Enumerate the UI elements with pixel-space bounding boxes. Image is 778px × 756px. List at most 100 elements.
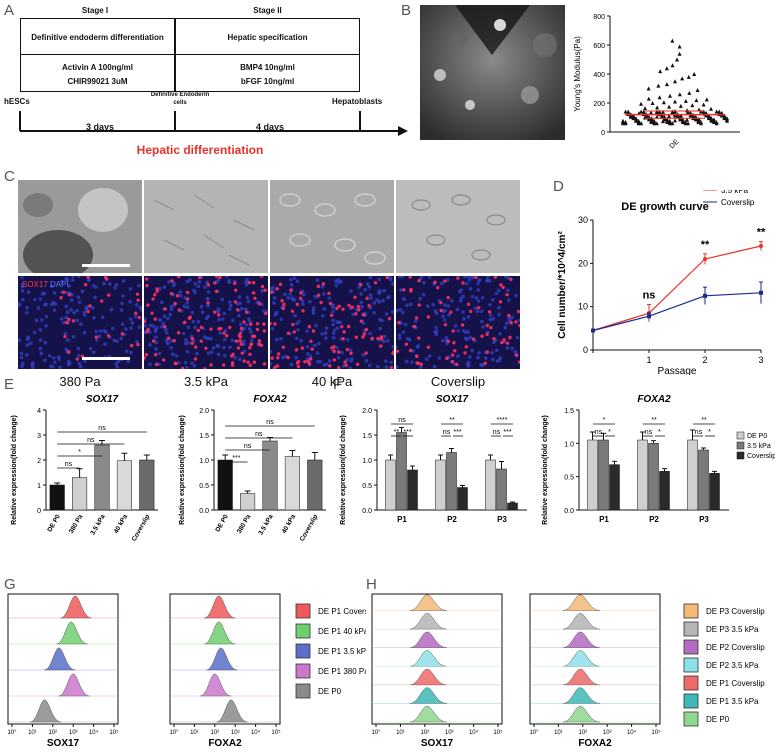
f-sig-label: * — [608, 429, 611, 436]
dapi-nucleus — [456, 354, 460, 358]
sox17-nucleus — [63, 334, 67, 339]
dapi-nucleus — [110, 326, 115, 331]
dapi-nucleus — [65, 291, 69, 295]
dapi-nucleus — [108, 282, 112, 286]
sox17-nucleus — [105, 277, 109, 281]
dapi-nucleus — [195, 351, 199, 356]
sox17-nucleus — [321, 282, 326, 286]
e-x-tick-label: Coverslip — [131, 513, 152, 542]
sox17-nucleus — [155, 289, 159, 293]
b-data-point — [675, 57, 679, 62]
b-data-point — [652, 118, 657, 123]
dapi-nucleus — [206, 290, 211, 294]
dapi-nucleus — [78, 322, 83, 326]
sox17-nucleus — [62, 290, 66, 294]
dapi-nucleus — [227, 278, 232, 283]
b-data-point — [686, 74, 691, 79]
dapi-nucleus — [56, 355, 61, 359]
sox17-nucleus — [136, 298, 140, 302]
b-data-point — [712, 117, 716, 122]
dapi-nucleus — [360, 304, 364, 309]
sox17-nucleus — [173, 361, 178, 365]
dapi-nucleus — [124, 327, 128, 331]
f-bar — [385, 459, 396, 511]
dapi-nucleus — [323, 336, 328, 340]
b-data-point — [654, 121, 659, 126]
dapi-nucleus — [100, 315, 105, 319]
d-y-tick-label: 20 — [578, 258, 588, 268]
sox17-nucleus — [415, 361, 419, 365]
flow-x-tick-label: 10⁴ — [89, 729, 99, 736]
sox17-nucleus — [337, 366, 341, 369]
dapi-nucleus — [121, 279, 126, 283]
dapi-nucleus — [21, 361, 25, 366]
b-data-point — [673, 79, 677, 84]
sox17-nucleus — [355, 362, 360, 367]
dapi-nucleus — [312, 305, 316, 310]
dapi-nucleus — [61, 320, 66, 325]
sox17-nucleus — [253, 296, 257, 300]
flow-legend-swatch — [683, 711, 699, 727]
stage1-title-box — [20, 18, 175, 55]
sox17-nucleus — [230, 363, 235, 367]
b-data-point — [673, 99, 677, 104]
sox17-nucleus — [248, 352, 252, 357]
dapi-nucleus — [71, 276, 75, 278]
dapi-nucleus — [488, 313, 493, 317]
flow-histogram — [56, 621, 88, 645]
dapi-nucleus — [115, 339, 119, 343]
dapi-nucleus — [463, 336, 468, 341]
fluo-bg — [270, 276, 394, 369]
dapi-nucleus — [433, 330, 437, 334]
sox17-nucleus — [329, 313, 334, 318]
b-data-point — [680, 76, 685, 81]
f-sig-label: ns — [695, 429, 703, 436]
dapi-nucleus — [102, 281, 106, 286]
dapi-nucleus — [29, 341, 33, 346]
sox17-nucleus — [278, 282, 283, 287]
dapi-nucleus — [320, 284, 325, 289]
dapi-nucleus — [413, 319, 418, 323]
sox17-nucleus — [332, 358, 337, 362]
sox17-nucleus — [280, 299, 284, 303]
dapi-nucleus — [471, 276, 475, 280]
sox17-nucleus — [235, 308, 240, 312]
dapi-nucleus — [295, 321, 299, 326]
dapi-nucleus — [109, 307, 114, 312]
sox17-nucleus — [170, 279, 174, 283]
dapi-nucleus — [505, 345, 510, 350]
dapi-nucleus — [25, 343, 30, 347]
dapi-nucleus — [185, 365, 189, 369]
b-data-point — [686, 121, 690, 126]
dapi-nucleus — [336, 356, 341, 360]
sox17-nucleus — [209, 327, 213, 331]
sox17-nucleus — [456, 276, 460, 280]
dapi-nucleus — [33, 297, 37, 302]
f-x-tick-label: P2 — [649, 515, 659, 524]
sox17-nucleus — [341, 307, 345, 311]
dapi-nucleus — [185, 279, 189, 284]
sox17-nucleus — [242, 320, 246, 324]
sox17-nucleus — [257, 339, 262, 343]
dapi-nucleus — [498, 331, 502, 336]
sox17-nucleus — [419, 362, 423, 366]
e-sig-label: ns — [244, 443, 252, 450]
sox17-nucleus — [238, 339, 242, 343]
f-bar — [598, 439, 609, 511]
sox17-nucleus — [514, 320, 518, 324]
sox17-nucleus — [161, 358, 166, 362]
dapi-nucleus — [286, 296, 291, 300]
dapi-nucleus — [44, 302, 48, 306]
dapi-nucleus — [245, 277, 249, 282]
dapi-nucleus — [396, 345, 398, 349]
dapi-nucleus — [77, 300, 82, 304]
dapi-nucleus — [272, 301, 276, 305]
flow-x-label: FOXA2 — [208, 738, 242, 749]
dapi-nucleus — [404, 359, 409, 364]
dapi-nucleus — [470, 348, 475, 353]
dapi-nucleus — [432, 364, 437, 369]
dapi-nucleus — [441, 314, 445, 319]
sox17-nucleus — [452, 341, 456, 345]
dapi-nucleus — [381, 298, 385, 303]
sox17-nucleus — [337, 304, 341, 308]
